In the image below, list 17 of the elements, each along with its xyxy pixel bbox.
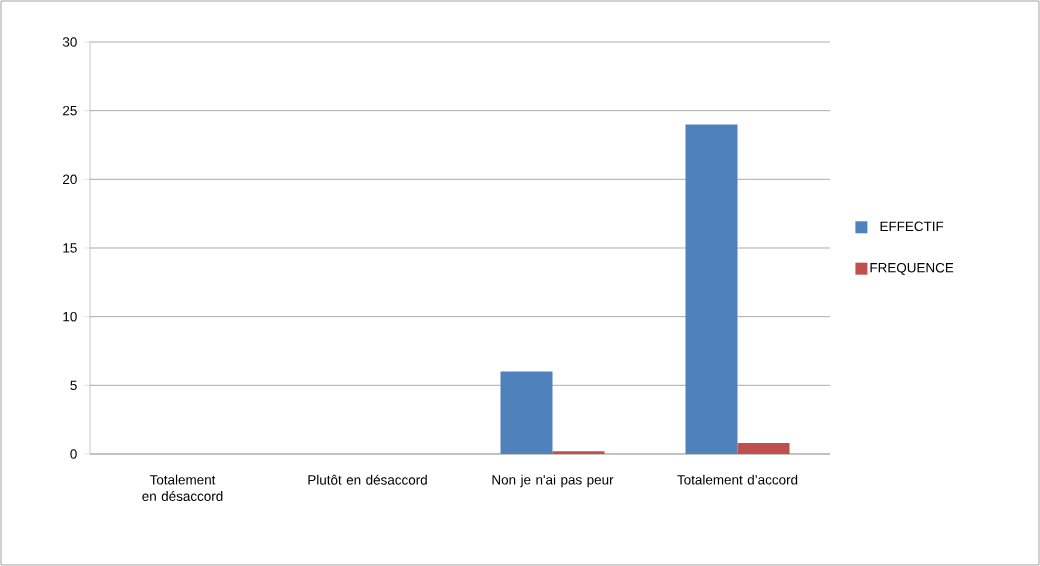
y-tick-label: 0 <box>70 449 77 459</box>
bar <box>737 443 790 454</box>
x-tick-label: Totalement en désaccord <box>142 474 223 501</box>
x-tick-label: Non je n'ai pas peur <box>492 474 614 488</box>
y-tick-label: 30 <box>62 37 77 47</box>
bar <box>552 451 605 454</box>
y-tick-label: 25 <box>63 105 77 116</box>
legend-label: EFFECTIF <box>880 221 944 232</box>
y-tick-label: 15 <box>63 243 77 253</box>
y-tick-label: 20 <box>63 174 77 185</box>
x-tick-label: Plutôt en désaccord <box>308 474 427 485</box>
y-tick-label: 10 <box>63 311 77 322</box>
bar <box>685 124 738 454</box>
x-tick-label: Totalement d’accord <box>677 474 798 485</box>
legend-label: FREQUENCE <box>870 262 954 275</box>
bar <box>500 371 553 454</box>
y-tick-label: 5 <box>70 380 77 390</box>
